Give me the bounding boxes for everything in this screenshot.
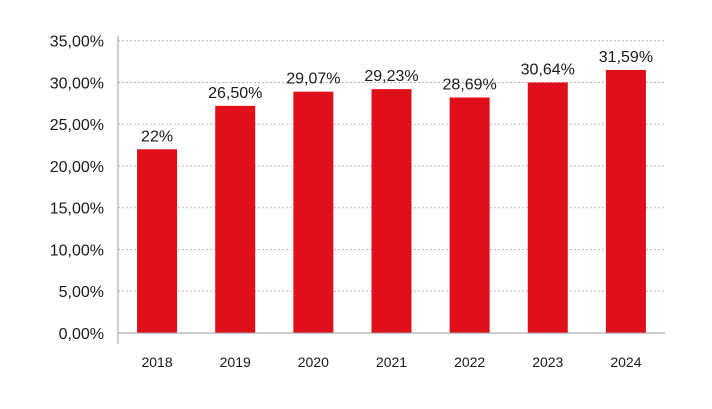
data-label: 29,07% (286, 71, 340, 88)
data-label: 30,64% (521, 61, 575, 78)
data-label: 28,69% (443, 76, 497, 93)
x-tick-label: 2022 (454, 354, 485, 370)
bar (137, 149, 178, 333)
data-label: 29,23% (364, 68, 418, 85)
y-tick-label: 5,00% (59, 284, 104, 301)
bar (215, 105, 256, 333)
y-tick-label: 25,00% (50, 117, 104, 134)
x-tick-label: 2018 (141, 354, 172, 370)
bar (605, 69, 646, 333)
bars (137, 69, 646, 334)
data-label: 26,50% (208, 85, 262, 102)
y-tick-label: 20,00% (50, 159, 104, 176)
x-tick-label: 2023 (532, 354, 563, 370)
data-label: 22% (141, 128, 173, 145)
x-tick-label: 2019 (220, 354, 251, 370)
data-labels: 22% 26,50% 29,07% 29,23% 28,69% 30,64% 31,59% (141, 49, 653, 145)
data-label: 31,59% (599, 49, 653, 66)
y-tick-label: 35,00% (50, 34, 104, 51)
y-tick-label: 30,00% (50, 75, 104, 92)
x-tick-label: 2024 (610, 354, 641, 370)
y-tick-label: 0,00% (59, 326, 104, 343)
x-tick-label: 2020 (298, 354, 329, 370)
bar (449, 97, 490, 334)
y-tick-label: 15,00% (50, 201, 104, 218)
y-tick-label: 10,00% (50, 242, 104, 259)
bar (527, 82, 568, 333)
y-axis-tick-labels: 0,00% 5,00% 10,00% 15,00% 20,00% 25,00% 30,00%… (50, 34, 104, 343)
axes (117, 36, 665, 344)
x-axis-tick-labels: 2018 2019 2020 2021 2022 2023 2024 (141, 354, 641, 370)
x-tick-label: 2021 (376, 354, 407, 370)
bar (371, 89, 412, 334)
bar (293, 91, 334, 334)
